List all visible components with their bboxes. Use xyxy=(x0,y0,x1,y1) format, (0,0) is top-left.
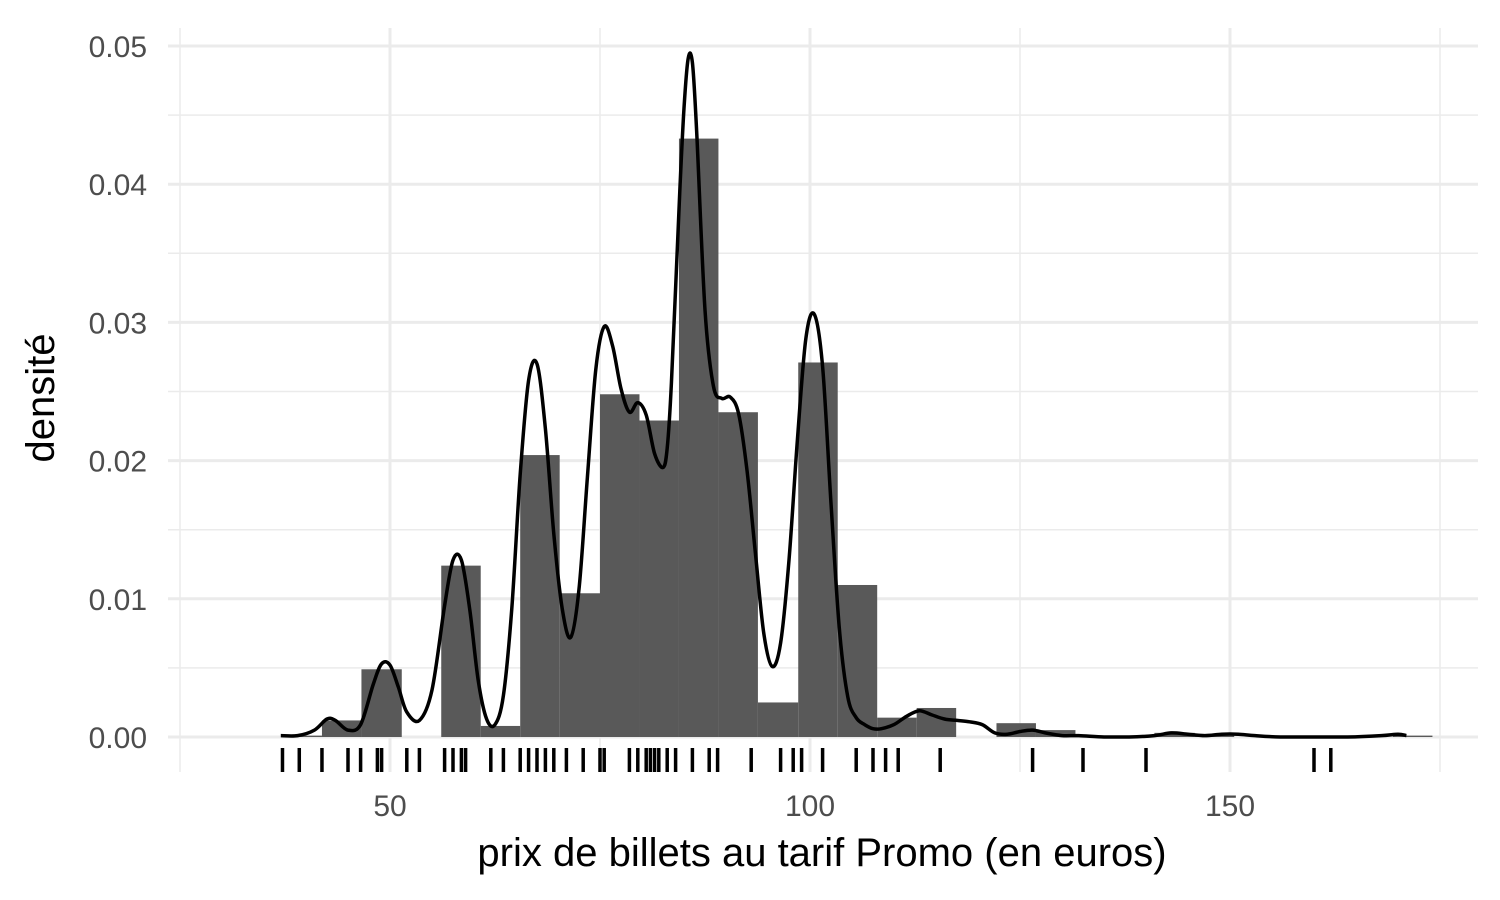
x-tick-label: 50 xyxy=(373,790,406,823)
y-tick-label: 0.01 xyxy=(89,584,147,617)
rug-marks xyxy=(280,748,1333,772)
x-axis-title: prix de billets au tarif Promo (en euros… xyxy=(477,831,1166,875)
histogram-bar xyxy=(798,362,838,737)
histogram-bar xyxy=(678,138,719,737)
histogram-bar xyxy=(520,455,560,737)
x-tick-label: 150 xyxy=(1205,790,1255,823)
histogram-bar xyxy=(877,717,917,737)
histogram-bar xyxy=(1392,735,1433,737)
histogram-bar xyxy=(480,725,521,737)
y-tick-label: 0.05 xyxy=(89,31,147,64)
histogram-bar xyxy=(600,394,640,737)
y-tick-label: 0.03 xyxy=(89,307,147,340)
y-axis-ticks: 0.00 0.01 0.02 0.03 0.04 0.05 xyxy=(89,31,147,755)
x-tick-label: 100 xyxy=(785,790,835,823)
y-tick-label: 0.02 xyxy=(89,446,147,479)
y-axis-title: densité xyxy=(19,334,63,463)
histogram-bar xyxy=(718,412,758,737)
histogram-bar xyxy=(639,420,679,737)
y-tick-label: 0.04 xyxy=(89,169,147,202)
histogram-bar xyxy=(321,720,362,737)
histogram-bars xyxy=(282,138,1433,737)
x-axis-ticks: 50 100 150 xyxy=(373,790,1255,823)
density-curve xyxy=(280,51,1407,739)
density-curve-layer xyxy=(280,51,1407,739)
histogram-bar xyxy=(559,593,600,737)
histogram-bar xyxy=(1154,732,1195,737)
histogram-bar xyxy=(757,702,799,737)
y-tick-label: 0.00 xyxy=(89,722,147,755)
